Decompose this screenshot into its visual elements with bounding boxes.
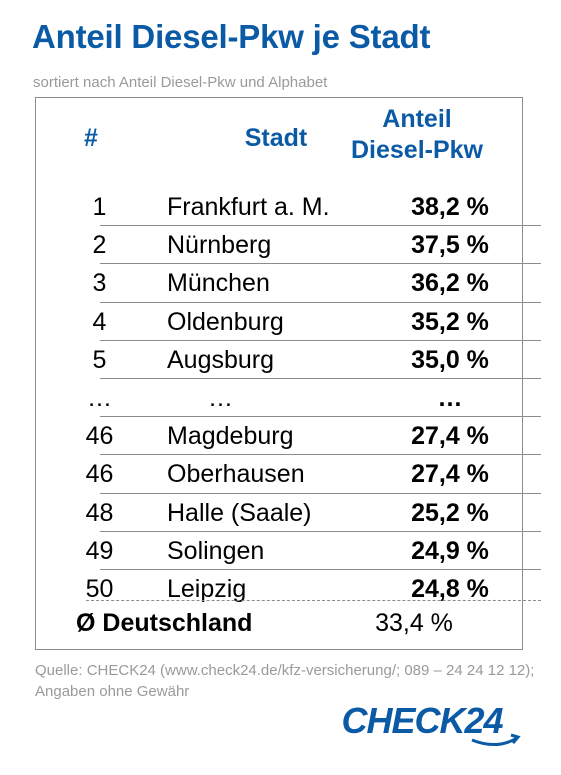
row-city: München [167, 269, 270, 298]
row-share: 38,2 % [411, 193, 489, 221]
row-rank: 50 [85, 575, 114, 603]
row-rank: 5 [92, 345, 107, 374]
row-separator [100, 263, 541, 265]
row-city: Halle (Saale) [167, 498, 312, 527]
average-separator [86, 600, 541, 601]
row-share: 25,2 % [411, 498, 489, 527]
table-row: 50 Leipzig 24,8 % [72, 570, 542, 608]
row-rank: 1 [92, 193, 107, 221]
source-note: Quelle: CHECK24 (www.check24.de/kfz-vers… [35, 662, 535, 700]
row-rank: 48 [85, 498, 114, 527]
row-separator [100, 492, 541, 494]
row-rank: 46 [85, 422, 114, 451]
table-row: 46 Magdeburg 27,4 % [72, 417, 542, 455]
average-value: 33,4 % [375, 609, 453, 637]
row-city: Oberhausen [167, 460, 305, 489]
row-separator [100, 454, 541, 456]
row-rank: 3 [92, 269, 107, 298]
row-separator [100, 339, 541, 341]
header-share: Anteil Diesel-Pkw [336, 104, 498, 166]
table-row: 1 Frankfurt a. M. 38,2 % [72, 188, 542, 226]
row-separator [100, 416, 541, 418]
row-share: 24,9 % [411, 536, 489, 565]
row-city: Nürnberg [167, 231, 272, 260]
row-separator [100, 569, 541, 570]
average-label: Ø Deutschland [76, 609, 253, 637]
row-share: 37,5 % [411, 231, 489, 260]
row-city: Augsburg [167, 345, 275, 374]
row-city: … [208, 384, 233, 412]
row-city: Magdeburg [167, 422, 294, 451]
table-row: 46 Oberhausen 27,4 % [72, 455, 542, 493]
page-subtitle: sortiert nach Anteil Diesel-Pkw und Alph… [33, 74, 328, 91]
table-row: 2 Nürnberg 37,5 % [72, 226, 542, 264]
header-share-line1: Anteil [382, 105, 452, 133]
header-share-line2: Diesel-Pkw [350, 136, 483, 164]
table-row: 3 München 36,2 % [72, 264, 542, 302]
row-city: Leipzig [167, 575, 247, 603]
row-separator [100, 530, 541, 532]
logo-swoosh-icon [471, 736, 518, 746]
row-share: 24,8 % [411, 575, 489, 603]
table-row: 5 Augsburg 35,0 % [72, 341, 542, 379]
row-separator [100, 225, 541, 227]
header-city: Stadt [244, 124, 308, 152]
row-rank: 46 [85, 460, 114, 489]
row-share: 35,2 % [411, 307, 489, 336]
row-share: 35,0 % [411, 345, 489, 374]
row-city: Oldenburg [167, 307, 284, 336]
check24-logo: CHECK24 [341, 700, 521, 746]
row-rank: 2 [92, 231, 107, 260]
logo-text: CHECK24 [341, 700, 503, 741]
row-city: Solingen [167, 536, 265, 565]
header-rank: # [84, 124, 98, 152]
table-row: 48 Halle (Saale) 25,2 % [72, 494, 542, 532]
row-rank: 4 [92, 307, 107, 336]
table-row: … … … [72, 379, 542, 417]
table-row: 49 Solingen 24,9 % [72, 532, 542, 570]
row-share: 27,4 % [411, 460, 489, 489]
page-title: Anteil Diesel-Pkw je Stadt [32, 18, 431, 55]
table-row: 4 Oldenburg 35,2 % [72, 303, 542, 341]
row-share: 36,2 % [411, 269, 489, 298]
row-share: … [437, 384, 463, 412]
ranking-table: # Stadt Anteil Diesel-Pkw 1 Frankfurt a. … [35, 97, 541, 650]
row-separator [100, 301, 541, 303]
row-rank: … [87, 384, 112, 412]
logo-arrow-icon [510, 733, 521, 744]
row-share: 27,4 % [411, 422, 489, 451]
row-separator [100, 378, 541, 379]
row-rank: 49 [85, 536, 114, 565]
row-city: Frankfurt a. M. [167, 193, 330, 221]
